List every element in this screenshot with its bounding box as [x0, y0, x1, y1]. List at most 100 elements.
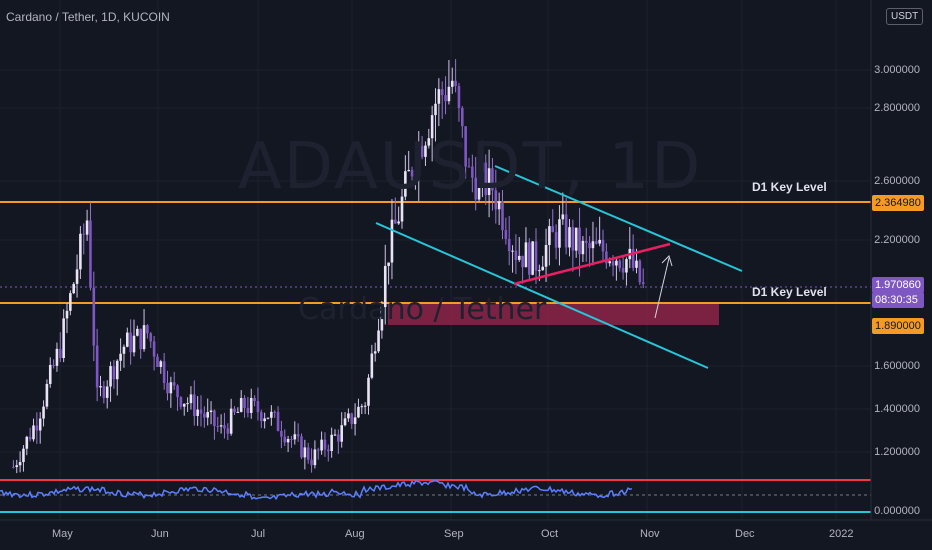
candle-body	[588, 242, 591, 249]
candle-body	[524, 242, 528, 268]
candle-body	[564, 214, 568, 248]
candle-body	[444, 95, 447, 102]
candle	[253, 395, 256, 407]
candle	[38, 412, 42, 444]
candle	[454, 59, 457, 93]
candle	[136, 325, 139, 337]
candle-body	[414, 175, 417, 177]
candle-body	[487, 168, 491, 196]
projection-arrow	[654, 257, 670, 319]
candle	[266, 417, 270, 420]
candle	[625, 257, 628, 286]
candle	[45, 379, 49, 410]
candle	[280, 420, 283, 449]
candle	[377, 318, 380, 354]
candle-body	[517, 255, 521, 260]
candle-body	[595, 241, 598, 244]
candle	[467, 157, 471, 168]
candle-body	[457, 86, 461, 109]
candle-body	[440, 89, 444, 96]
candle	[286, 435, 290, 453]
candle-body	[172, 382, 176, 386]
candle	[447, 59, 451, 105]
candle-body	[159, 361, 163, 367]
candle	[162, 353, 166, 390]
price-label-1400: 1.400000	[874, 403, 920, 415]
candle	[283, 429, 287, 447]
candle-body	[313, 449, 317, 466]
candle-body	[233, 408, 236, 413]
candle	[25, 435, 29, 456]
price-label-0000: 0.000000	[874, 505, 920, 517]
candle	[641, 268, 645, 289]
candle-body	[461, 108, 464, 127]
candle-body	[239, 398, 243, 412]
candle	[196, 396, 199, 426]
candle-body	[283, 436, 287, 443]
support-zone	[388, 303, 719, 325]
candle-body	[99, 386, 102, 388]
time-label-2022: 2022	[829, 528, 854, 540]
candle	[517, 236, 521, 262]
candle	[239, 390, 243, 413]
candle	[199, 395, 203, 427]
candle	[85, 209, 89, 241]
candle-body	[176, 385, 179, 398]
candle-body	[407, 169, 410, 172]
candle-body	[186, 403, 189, 405]
candle-body	[454, 80, 457, 87]
candle	[618, 259, 622, 272]
candle-body	[410, 169, 414, 177]
candle-body	[501, 201, 504, 231]
candle-body	[266, 417, 270, 419]
candle-body	[28, 436, 32, 440]
candle	[193, 380, 196, 426]
candle-body	[112, 366, 116, 380]
candle-body	[373, 351, 377, 354]
candle-body	[310, 459, 313, 466]
candle	[290, 435, 293, 448]
candle-body	[82, 233, 86, 235]
candle-body	[219, 425, 223, 427]
candle-body	[327, 449, 330, 451]
candle-body	[223, 425, 226, 429]
candle	[189, 386, 193, 410]
candle-body	[641, 282, 645, 285]
candle-body	[350, 413, 354, 424]
candle-body	[528, 242, 531, 275]
candle-body	[69, 293, 72, 311]
candle-body	[330, 434, 333, 451]
candle-body	[544, 245, 548, 267]
candle-body	[162, 361, 166, 384]
candle	[142, 309, 146, 352]
candle	[414, 169, 417, 190]
candle-body	[504, 230, 508, 239]
candle	[407, 150, 410, 172]
candle-body	[139, 328, 142, 350]
candle	[564, 197, 568, 255]
candle	[203, 406, 206, 428]
currency-badge[interactable]: USDT	[886, 8, 924, 25]
candle-body	[578, 227, 581, 255]
candle-body	[209, 410, 213, 413]
candle	[89, 202, 92, 291]
candle	[484, 154, 488, 205]
candle	[92, 271, 96, 362]
candle-body	[59, 348, 62, 359]
candle	[260, 409, 263, 429]
candle	[373, 342, 377, 362]
candle-body	[226, 428, 230, 434]
symbol-title[interactable]: Cardano / Tether, 1D, KUCOIN	[6, 10, 170, 24]
price-label-1200: 1.200000	[874, 446, 920, 458]
candle-body	[631, 248, 635, 268]
candle-body	[75, 269, 79, 284]
candle-body	[306, 447, 310, 460]
candle	[186, 397, 189, 412]
candle-body	[273, 411, 276, 413]
candle-body	[89, 220, 92, 288]
candle	[109, 361, 112, 402]
candle	[370, 344, 374, 380]
candle-body	[427, 138, 431, 146]
candle-body	[383, 265, 387, 308]
